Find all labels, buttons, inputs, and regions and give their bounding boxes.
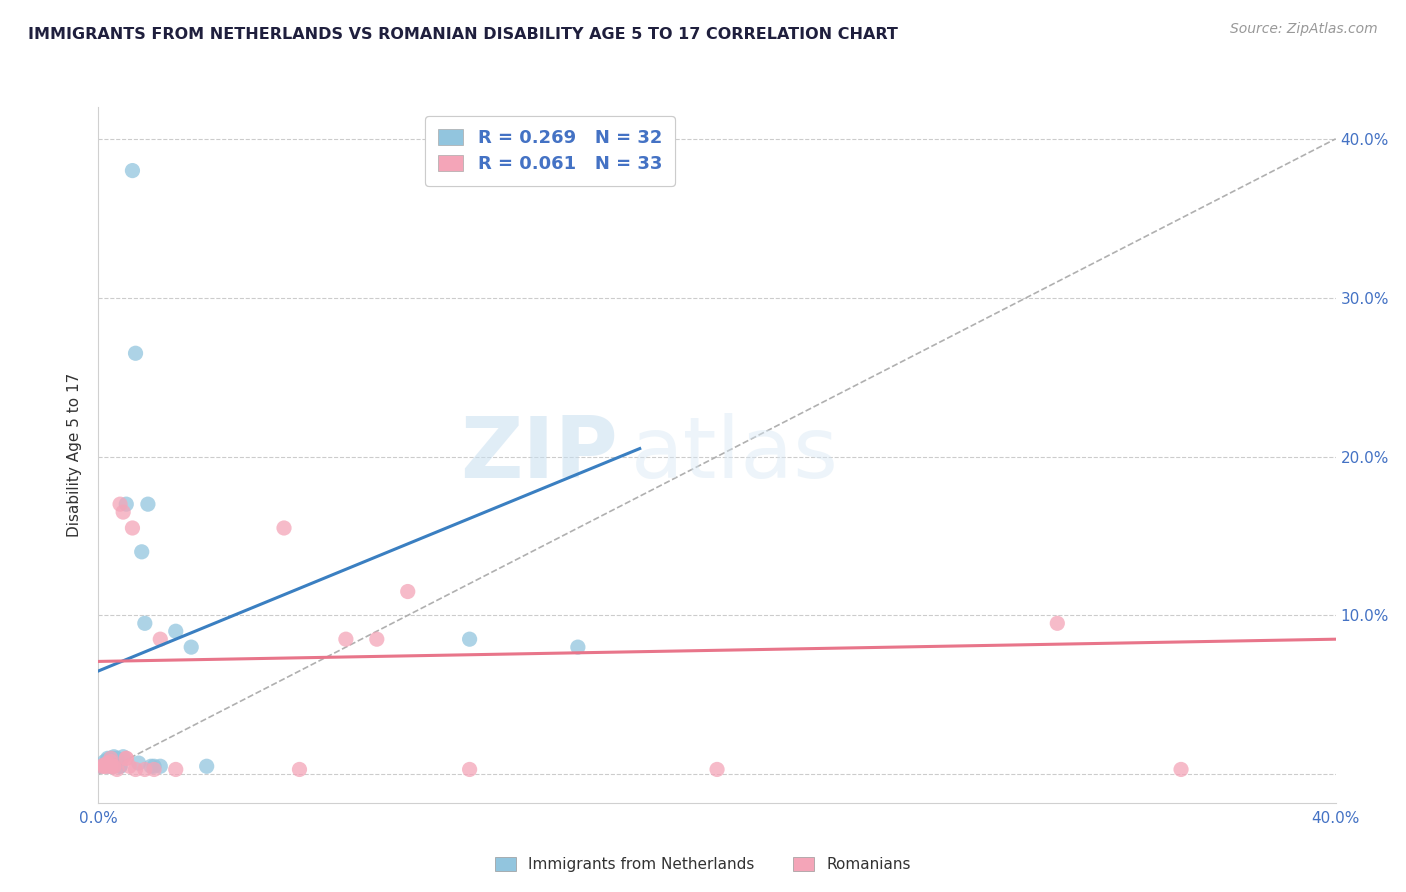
Point bbox=[128, 756, 150, 770]
Point bbox=[105, 763, 128, 777]
Point bbox=[149, 759, 172, 773]
Point bbox=[93, 757, 115, 772]
Point bbox=[458, 632, 481, 647]
Point bbox=[124, 763, 146, 777]
Point bbox=[273, 521, 295, 535]
Point bbox=[112, 505, 135, 519]
Point bbox=[115, 497, 138, 511]
Text: IMMIGRANTS FROM NETHERLANDS VS ROMANIAN DISABILITY AGE 5 TO 17 CORRELATION CHART: IMMIGRANTS FROM NETHERLANDS VS ROMANIAN … bbox=[28, 27, 898, 42]
Point bbox=[90, 759, 112, 773]
Point bbox=[93, 759, 115, 773]
Point bbox=[108, 497, 131, 511]
Point bbox=[97, 753, 120, 767]
Point bbox=[567, 640, 589, 654]
Point bbox=[288, 763, 311, 777]
Point bbox=[165, 624, 187, 639]
Text: ZIP: ZIP bbox=[460, 413, 619, 497]
Point bbox=[93, 755, 115, 769]
Point bbox=[143, 759, 166, 773]
Point bbox=[396, 584, 419, 599]
Point bbox=[136, 497, 159, 511]
Point bbox=[103, 759, 125, 773]
Point bbox=[100, 759, 122, 773]
Point bbox=[180, 640, 202, 654]
Point bbox=[143, 763, 166, 777]
Point bbox=[105, 751, 128, 765]
Point bbox=[112, 749, 135, 764]
Point bbox=[97, 756, 120, 770]
Point bbox=[366, 632, 388, 647]
Legend: Immigrants from Netherlands, Romanians: Immigrants from Netherlands, Romanians bbox=[488, 849, 918, 880]
Point bbox=[139, 759, 162, 773]
Text: atlas: atlas bbox=[630, 413, 838, 497]
Point bbox=[93, 757, 115, 772]
Point bbox=[121, 163, 143, 178]
Point bbox=[100, 756, 122, 770]
Point bbox=[97, 759, 120, 773]
Point bbox=[195, 759, 218, 773]
Point bbox=[100, 751, 122, 765]
Point bbox=[93, 759, 115, 773]
Point bbox=[124, 346, 146, 360]
Point bbox=[105, 755, 128, 769]
Point bbox=[108, 759, 131, 773]
Point bbox=[108, 759, 131, 773]
Point bbox=[115, 751, 138, 765]
Y-axis label: Disability Age 5 to 17: Disability Age 5 to 17 bbox=[67, 373, 83, 537]
Point bbox=[103, 751, 125, 765]
Point bbox=[134, 616, 156, 631]
Point bbox=[115, 751, 138, 765]
Point bbox=[103, 759, 125, 773]
Point bbox=[458, 763, 481, 777]
Point bbox=[103, 749, 125, 764]
Point bbox=[103, 759, 125, 773]
Point bbox=[1046, 616, 1069, 631]
Point bbox=[97, 759, 120, 773]
Point bbox=[97, 751, 120, 765]
Text: Source: ZipAtlas.com: Source: ZipAtlas.com bbox=[1230, 22, 1378, 37]
Point bbox=[100, 759, 122, 773]
Point bbox=[121, 521, 143, 535]
Legend: R = 0.269   N = 32, R = 0.061   N = 33: R = 0.269 N = 32, R = 0.061 N = 33 bbox=[426, 116, 675, 186]
Point bbox=[165, 763, 187, 777]
Point bbox=[100, 751, 122, 765]
Point bbox=[118, 759, 141, 773]
Point bbox=[149, 632, 172, 647]
Point bbox=[100, 755, 122, 769]
Point bbox=[1170, 763, 1192, 777]
Point bbox=[134, 763, 156, 777]
Point bbox=[90, 759, 112, 773]
Point bbox=[335, 632, 357, 647]
Point bbox=[131, 545, 153, 559]
Point bbox=[100, 759, 122, 773]
Point bbox=[706, 763, 728, 777]
